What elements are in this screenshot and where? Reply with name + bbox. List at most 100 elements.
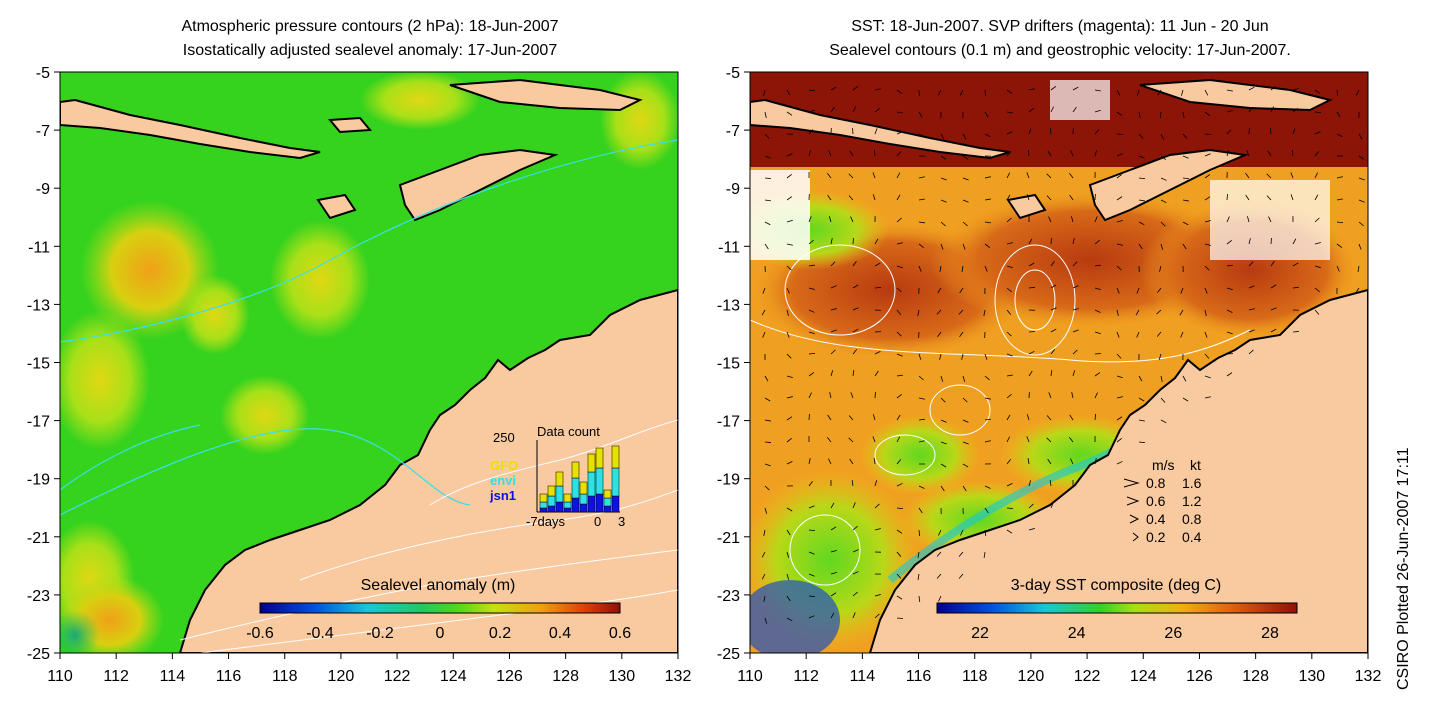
left-x-tick-label: 132	[665, 668, 692, 685]
left-map-canvas	[60, 72, 678, 653]
right-x-tick-label: 124	[1130, 668, 1157, 685]
right-colorbar	[936, 602, 1298, 614]
inset-bar	[595, 493, 604, 513]
inset-bar	[539, 507, 548, 513]
left-y-tick-label: -15	[27, 356, 50, 373]
velocity-legend-arrow	[1132, 532, 1139, 542]
right-y-tick-label: -17	[717, 414, 740, 431]
inset-bar	[571, 497, 580, 513]
inset-x-mid: 0	[594, 514, 601, 529]
left-x-tick-label: 114	[160, 668, 186, 685]
left-x-tick-label: 116	[216, 668, 242, 685]
inset-bar	[579, 481, 588, 495]
inset-bar	[571, 461, 580, 479]
inset-bar	[587, 495, 596, 513]
right-colorbar-tick: 24	[1068, 625, 1086, 642]
inset-bar	[587, 453, 596, 473]
inset-bar	[547, 495, 556, 507]
inset-bar	[579, 493, 588, 505]
velocity-legend: m/s kt 0.8 1.6 0.6 1.2 0.4 0.8 0.2 0.4	[1123, 457, 1202, 545]
right-x-tick-label: 120	[1018, 668, 1045, 685]
left-x-axis: 110 112 114 116 118 120 122 124 126 128 130 132	[47, 653, 691, 685]
inset-bar	[579, 503, 588, 513]
left-y-axis: -5 -7 -9 -11 -13 -15 -17 -19 -21 -23 -25	[27, 65, 60, 663]
velocity-legend-arrow	[1126, 496, 1140, 506]
australia-land	[178, 288, 678, 653]
left-x-tick-label: 118	[272, 668, 298, 685]
left-x-tick-label: 126	[496, 668, 523, 685]
right-y-tick-label: -23	[717, 588, 740, 605]
inset-bar	[563, 501, 572, 509]
left-y-tick-label: -11	[28, 239, 50, 256]
left-y-tick-label: -17	[27, 414, 50, 431]
left-x-tick-label: 110	[47, 668, 73, 685]
inset-bar	[587, 471, 596, 497]
left-title-line2: Isostatically adjusted sealevel anomaly:…	[182, 42, 558, 59]
inset-bar	[563, 493, 572, 503]
left-colorbar-label: Sealevel anomaly (m)	[361, 577, 516, 594]
right-colorbar-tick: 22	[971, 625, 989, 642]
right-colorbar-tick: 26	[1164, 625, 1182, 642]
data-count-inset: 250 Data count GFO envi jsn1 -7days 0 3	[489, 424, 625, 529]
left-x-tick-label: 112	[103, 668, 129, 685]
inset-legend-jsn1: jsn1	[489, 488, 516, 503]
inset-max-label: 250	[493, 430, 515, 445]
left-y-tick-label: -13	[27, 297, 50, 314]
right-title-line2: Sealevel contours (0.1 m) and geostrophi…	[829, 42, 1291, 59]
velocity-legend-arrow	[1129, 514, 1140, 524]
velocity-legend-kt: 0.4	[1182, 529, 1202, 545]
left-x-tick-label: 122	[384, 668, 411, 685]
inset-bar	[547, 485, 556, 497]
inset-bar	[547, 505, 556, 513]
velocity-legend-arrow	[1123, 478, 1140, 488]
left-y-tick-label: -7	[36, 123, 50, 140]
left-y-tick-label: -23	[27, 588, 50, 605]
right-y-tick-label: -9	[726, 181, 740, 198]
left-x-tick-label: 124	[440, 668, 467, 685]
velocity-legend-ms: 0.2	[1146, 529, 1166, 545]
right-x-tick-label: 122	[1074, 668, 1101, 685]
right-x-tick-label: 114	[850, 668, 876, 685]
inset-bar	[563, 507, 572, 513]
inset-bar	[611, 467, 620, 497]
right-colorbar-label: 3-day SST composite (deg C)	[1011, 577, 1221, 594]
inset-bar	[539, 493, 548, 503]
inset-x-left: -7days	[526, 514, 566, 529]
right-x-tick-label: 116	[906, 668, 932, 685]
left-colorbar-ticks: -0.6 -0.4 -0.2 0 0.2 0.4 0.6	[246, 625, 631, 642]
right-y-tick-label: -15	[717, 356, 740, 373]
inset-title: Data count	[537, 424, 600, 439]
right-y-tick-label: -13	[717, 297, 740, 314]
right-x-tick-label: 112	[793, 668, 819, 685]
velocity-legend-ms: 0.8	[1146, 475, 1166, 491]
islands-land	[60, 98, 321, 160]
inset-bar	[595, 447, 604, 469]
velocity-unit-ms: m/s	[1152, 457, 1175, 473]
right-x-axis: 110 112 114 116 118 120 122 124 126 128 130 132	[737, 653, 1381, 685]
left-colorbar-tick: 0.2	[489, 625, 511, 642]
left-colorbar-tick: 0	[436, 625, 445, 642]
left-x-tick-label: 128	[552, 668, 579, 685]
left-title-line1: Atmospheric pressure contours (2 hPa): 1…	[181, 18, 559, 35]
right-y-tick-label: -19	[717, 472, 740, 489]
left-y-tick-label: -9	[36, 181, 50, 198]
left-map-panel: -5 -7 -9 -11 -13 -15 -17 -19 -21 -23 -25 110 112 114…	[27, 65, 692, 685]
left-colorbar-tick: 0.6	[609, 625, 631, 642]
inset-legend-gfo: GFO	[490, 458, 518, 473]
left-x-tick-label: 120	[328, 668, 355, 685]
right-map-canvas	[750, 72, 1368, 653]
right-y-tick-label: -11	[718, 239, 740, 256]
right-y-tick-label: -21	[717, 530, 740, 547]
inset-bar	[603, 497, 612, 507]
inset-bar	[603, 489, 612, 499]
inset-bar	[555, 471, 564, 487]
plot-credit: CSIRO Plotted 26-Jun-2007 17:11	[1395, 447, 1412, 690]
right-x-tick-label: 132	[1355, 668, 1382, 685]
right-y-tick-label: -7	[726, 123, 740, 140]
velocity-legend-ms: 0.4	[1146, 511, 1166, 527]
left-colorbar-tick: -0.4	[306, 625, 334, 642]
right-y-tick-label: -25	[717, 646, 740, 663]
inset-bar	[603, 505, 612, 513]
inset-bar	[539, 501, 548, 509]
right-colorbar-tick: 28	[1261, 625, 1279, 642]
